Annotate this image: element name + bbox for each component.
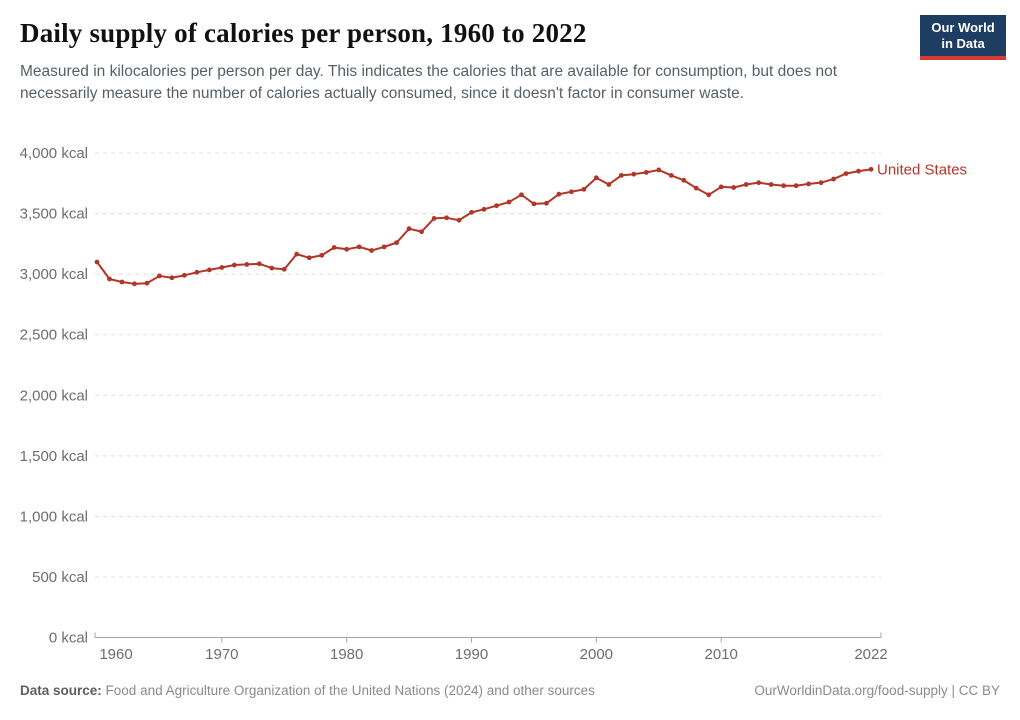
data-point (319, 252, 325, 258)
data-point (306, 255, 312, 261)
data-point (119, 279, 125, 285)
owid-logo-line1: Our World (931, 20, 995, 35)
data-point (132, 281, 137, 287)
data-point (706, 192, 712, 198)
chart-subtitle: Measured in kilocalories per person per … (20, 63, 838, 102)
data-point (294, 251, 300, 257)
y-axis-label: 2,000 kcal (20, 387, 88, 404)
data-point (544, 200, 549, 206)
x-axis-label: 2022 (854, 646, 887, 663)
y-axis-label: 500 kcal (32, 569, 88, 586)
x-axis-label: 1980 (330, 646, 363, 663)
owid-logo: Our World in Data (920, 15, 1006, 60)
y-axis-label: 3,500 kcal (20, 206, 88, 223)
data-point (556, 191, 562, 197)
x-axis-label: 1990 (455, 646, 488, 663)
data-point (406, 226, 412, 232)
data-point (681, 177, 687, 183)
page-title: Daily supply of calories per person, 196… (20, 18, 587, 48)
data-point (831, 176, 836, 182)
data-point (568, 189, 574, 195)
x-axis (94, 632, 882, 638)
data-point (656, 167, 662, 173)
x-axis-label: 2010 (705, 646, 738, 663)
data-point (169, 275, 175, 281)
data-source-label: Data source: (20, 683, 102, 698)
data-point (194, 269, 200, 275)
data-point (331, 245, 337, 250)
y-axis-label: 1,000 kcal (20, 508, 88, 525)
data-point (281, 266, 287, 272)
x-axis-label: 1960 (99, 646, 132, 663)
data-point (718, 184, 724, 190)
data-point (144, 280, 150, 286)
data-point (344, 246, 350, 252)
data-point (219, 265, 225, 270)
data-point (818, 180, 824, 186)
data-point (381, 244, 387, 250)
data-point (206, 267, 212, 273)
data-point (519, 192, 524, 198)
data-point (756, 180, 762, 186)
data-point (269, 265, 275, 271)
data-point (631, 171, 637, 177)
data-point (743, 182, 749, 187)
data-source-text: Food and Agriculture Organization of the… (105, 683, 595, 698)
data-point (731, 185, 737, 190)
data-point (456, 217, 462, 223)
data-point (768, 182, 774, 187)
y-axis-label: 2,500 kcal (20, 327, 88, 344)
data-point (593, 175, 599, 181)
data-point (181, 272, 187, 278)
data-point (244, 262, 250, 267)
data-point (618, 173, 624, 178)
data-point (419, 229, 424, 235)
x-axis-label: 1970 (205, 646, 238, 663)
data-point (868, 166, 874, 172)
y-axis-label: 3,000 kcal (20, 266, 88, 283)
data-point (668, 173, 674, 178)
data-point (107, 276, 112, 282)
data-point (494, 203, 499, 209)
data-point (531, 201, 537, 207)
data-point (444, 215, 449, 221)
data-point (157, 273, 162, 279)
data-point (431, 216, 437, 221)
series-line (96, 168, 872, 285)
owid-logo-line2: in Data (941, 36, 985, 51)
data-source: Data source: Food and Agriculture Organi… (20, 683, 595, 698)
data-point (506, 199, 512, 205)
footer: Data source: Food and Agriculture Organi… (20, 683, 1000, 698)
series-label: United States (877, 161, 967, 178)
data-point (581, 186, 587, 192)
data-point (606, 182, 612, 187)
data-point (231, 262, 237, 268)
data-point (481, 206, 487, 212)
x-axis-label: 2000 (580, 646, 613, 663)
data-point (256, 261, 262, 267)
data-point (781, 183, 787, 189)
data-point (369, 248, 375, 253)
data-point (394, 240, 400, 246)
data-point (693, 185, 699, 191)
attribution-link[interactable]: OurWorldinData.org/food-supply | CC BY (754, 683, 1000, 698)
data-point (356, 244, 362, 250)
data-point (643, 169, 649, 175)
data-point (469, 209, 474, 215)
data-point (793, 183, 799, 189)
data-point (94, 259, 100, 265)
y-axis-label: 4,000 kcal (20, 145, 88, 162)
data-point (843, 171, 849, 176)
data-point (856, 168, 861, 174)
data-point (806, 181, 811, 187)
y-axis-label: 0 kcal (49, 630, 88, 647)
y-axis-label: 1,500 kcal (20, 448, 88, 465)
